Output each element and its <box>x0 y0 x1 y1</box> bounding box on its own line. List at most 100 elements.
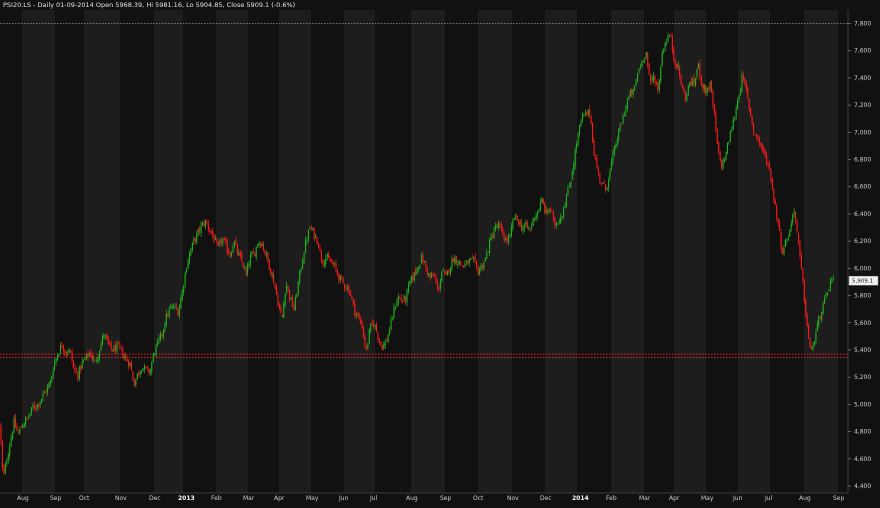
candle-body <box>736 109 737 117</box>
candle-body <box>464 264 465 268</box>
candle-body <box>802 269 803 281</box>
candle-body <box>8 455 9 462</box>
candle-body <box>415 270 416 273</box>
candle-body <box>130 363 131 367</box>
candle-body <box>337 270 338 274</box>
candle-body <box>334 264 335 265</box>
candle-body <box>137 374 138 380</box>
candle-body <box>518 220 519 225</box>
candle-body <box>195 238 196 241</box>
candle-body <box>18 432 19 433</box>
candle-body <box>404 296 405 301</box>
candle-body <box>244 268 245 269</box>
candle-body <box>730 131 731 142</box>
candle-body <box>83 360 84 361</box>
candle-body <box>808 325 809 338</box>
candle-body <box>725 153 726 161</box>
candle-body <box>749 99 750 109</box>
candle-body <box>101 344 102 351</box>
candle-body <box>446 272 447 274</box>
candle-body <box>56 358 57 362</box>
candle-body <box>27 417 28 418</box>
candle-body <box>369 329 370 343</box>
candle-body <box>259 243 260 246</box>
candle-body <box>653 75 654 80</box>
candle-body <box>367 343 368 348</box>
candle-body <box>707 88 708 94</box>
y-tick-label: 7,600 <box>854 48 871 55</box>
candle-body <box>475 257 476 261</box>
candle-body <box>754 134 755 135</box>
candle-body <box>15 417 16 427</box>
candle-body <box>203 223 204 226</box>
candle-body <box>53 371 54 376</box>
candle-body <box>698 63 699 68</box>
candle-body <box>778 218 779 222</box>
candle-body <box>538 211 539 212</box>
candle-body <box>482 265 483 268</box>
candle-body <box>70 351 71 352</box>
candle-body <box>810 338 811 346</box>
candle-body <box>737 101 738 110</box>
candle-body <box>331 262 332 263</box>
candle-body <box>814 341 815 344</box>
candle-body <box>114 346 115 351</box>
y-tick-label: 7,000 <box>854 129 871 136</box>
candle-body <box>450 267 451 274</box>
candle-body <box>541 199 542 203</box>
candle-body <box>375 325 376 327</box>
candle-body <box>253 252 254 253</box>
x-tick-label: Aug <box>17 495 29 502</box>
candle-body <box>275 283 276 288</box>
candle-body <box>763 148 764 151</box>
candle-body <box>492 236 493 238</box>
candle-body <box>312 229 313 230</box>
candle-body <box>782 248 783 254</box>
candle-body <box>654 77 655 83</box>
candle-body <box>344 284 345 288</box>
x-axis: Aug Sep Oct Nov Dec 2013 Feb Mar Apr May Jun Jul Aug… <box>0 493 848 502</box>
candle-body <box>573 164 574 171</box>
candle-body <box>338 274 339 281</box>
candle-body <box>766 155 767 165</box>
month-band <box>22 10 55 493</box>
candle-body <box>807 315 808 325</box>
candle-body <box>301 269 302 271</box>
candle-body <box>554 218 555 226</box>
candle-body <box>102 336 103 344</box>
candle-body <box>717 130 718 144</box>
candle-body <box>601 182 602 183</box>
candle-body <box>57 355 58 360</box>
candle-body <box>620 126 621 130</box>
candle-body <box>283 304 284 318</box>
candle-body <box>3 467 4 473</box>
candle-body <box>649 64 650 74</box>
candle-body <box>617 140 618 146</box>
candle-body <box>728 142 729 143</box>
x-tick-label: Feb <box>211 495 222 502</box>
candle-body <box>370 324 371 330</box>
candle-body <box>105 335 106 336</box>
candle-body <box>235 240 236 244</box>
candle-body <box>12 432 13 438</box>
candle-body <box>177 310 178 316</box>
candle-body <box>298 282 299 294</box>
candle-body <box>9 446 10 455</box>
candle-body <box>73 361 74 367</box>
candle-body <box>430 273 431 278</box>
candle-body <box>256 247 257 257</box>
candle-body <box>440 281 441 289</box>
candle-body <box>327 255 328 257</box>
candle-body <box>315 236 316 237</box>
month-band <box>154 10 183 493</box>
candle-body <box>536 215 537 219</box>
candle-body <box>647 53 648 66</box>
candle-body <box>257 244 258 246</box>
candle-body <box>60 345 61 353</box>
candle-body <box>583 115 584 116</box>
candle-body <box>565 205 566 208</box>
candle-body <box>765 150 766 155</box>
candle-body <box>306 240 307 241</box>
candle-body <box>109 343 110 344</box>
candle-body <box>823 304 824 314</box>
